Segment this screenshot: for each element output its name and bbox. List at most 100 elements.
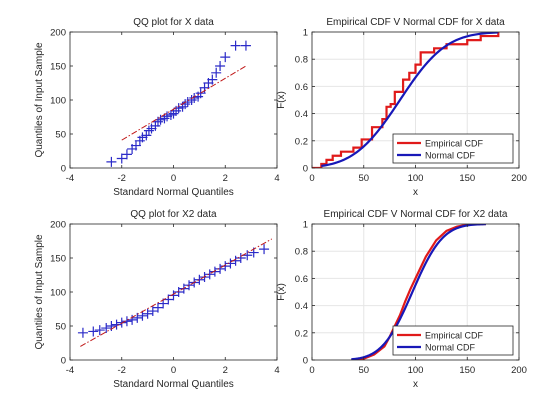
y-tick-label: 150 [50, 62, 66, 73]
data-point-marker [204, 269, 215, 280]
data-point-marker [211, 67, 222, 78]
y-tick-label: 0.2 [295, 136, 308, 147]
chart-title: Empirical CDF V Normal CDF for X data [326, 17, 505, 28]
x-axis-label: x [413, 187, 418, 198]
x-tick-label: 0 [171, 365, 176, 376]
data-point-marker [163, 294, 174, 305]
x-tick-label: 50 [358, 365, 369, 376]
data-point-marker [132, 312, 143, 323]
x-tick-label: -2 [118, 173, 126, 184]
x-tick-label: 0 [309, 173, 314, 184]
legend-label: Empirical CDF [425, 331, 484, 341]
y-tick-label: 1 [303, 28, 308, 39]
cdf-plot-x2: 0 50 100 150 200 0 0.2 0.4 0.6 0.8 1 Empirical CDF … [276, 209, 527, 390]
y-tick-label: 0 [61, 164, 66, 175]
x-tick-label: 0 [171, 173, 176, 184]
data-layer [77, 238, 273, 347]
y-tick-label: 50 [55, 130, 66, 141]
data-point-marker [220, 261, 231, 272]
data-point-marker [111, 319, 122, 330]
y-tick-label: 100 [50, 96, 66, 107]
data-point-marker [101, 323, 112, 334]
data-point-marker [230, 40, 241, 51]
data-point-marker [173, 287, 184, 297]
data-point-marker [141, 130, 152, 141]
reference-line [80, 238, 273, 347]
y-axis-label: F(x) [276, 283, 287, 301]
y-tick-label: 0.6 [295, 274, 308, 285]
chart-title: QQ plot for X2 data [130, 209, 217, 220]
y-tick-label: 200 [50, 28, 66, 39]
legend-label: Empirical CDF [425, 139, 484, 149]
x-axis-label: Standard Normal Quantiles [113, 187, 234, 198]
data-point-marker [152, 302, 163, 313]
y-tick-label: 1 [303, 220, 308, 231]
data-point-marker [235, 253, 246, 263]
data-point-marker [150, 120, 161, 131]
x-tick-label: 100 [408, 173, 424, 184]
x-tick-label: 0 [309, 365, 314, 376]
qq-plot-x2: -4 -2 0 2 4 0 50 100 150 200 QQ plot for X2 data St… [34, 209, 280, 390]
data-point-marker [106, 156, 117, 167]
data-point-marker [184, 280, 195, 291]
data-point-marker [215, 263, 226, 274]
data-point-marker [147, 306, 158, 317]
chart-title: Empirical CDF V Normal CDF for X2 data [324, 209, 508, 220]
qq-plot-x: -4 -2 0 2 4 0 50 100 150 200 QQ plot for X data Sta… [34, 17, 280, 198]
y-tick-label: 50 [55, 322, 66, 333]
chart-title: QQ plot for X data [133, 17, 214, 28]
x-tick-label: 4 [274, 365, 279, 376]
x-tick-label: 200 [511, 365, 527, 376]
y-axis-label: Quantiles of Input Sample [34, 234, 45, 350]
legend: Empirical CDF Normal CDF [392, 325, 514, 356]
data-point-marker [207, 74, 218, 85]
marker-series [77, 244, 270, 338]
data-point-marker [240, 40, 251, 51]
legend-label: Normal CDF [425, 343, 476, 353]
cdf-plot-x: 0 50 100 150 200 0 0.2 0.4 0.6 0.8 1 Empirical CDF … [276, 17, 527, 198]
data-point-marker [121, 149, 132, 160]
x-tick-label: 2 [223, 365, 228, 376]
data-layer [351, 224, 486, 360]
data-point-marker [121, 316, 132, 327]
marker-series [106, 40, 251, 167]
y-axis-label: F(x) [276, 91, 287, 109]
data-point-marker [194, 274, 205, 285]
y-tick-label: 0 [303, 356, 308, 367]
x-tick-label: 2 [223, 173, 228, 184]
x-axis-label: x [413, 379, 418, 390]
data-point-marker [77, 327, 88, 338]
data-point-marker [242, 250, 253, 261]
y-tick-label: 0.8 [295, 55, 308, 66]
x-axis-label: Standard Normal Quantiles [113, 379, 234, 390]
legend: Empirical CDF Normal CDF [392, 133, 514, 164]
data-point-marker [168, 108, 179, 119]
reference-line [121, 65, 247, 141]
y-tick-label: 0.8 [295, 247, 308, 258]
data-point-marker [116, 153, 127, 164]
data-point-marker [220, 52, 231, 63]
x-tick-label: -4 [66, 173, 74, 184]
empirical-cdf-line [351, 224, 486, 360]
data-layer [106, 40, 251, 167]
data-point-marker [225, 258, 236, 269]
x-tick-label: 100 [408, 365, 424, 376]
y-tick-label: 0.2 [295, 328, 308, 339]
y-tick-label: 100 [50, 288, 66, 299]
data-point-marker [168, 290, 179, 301]
x-tick-label: 150 [459, 173, 475, 184]
data-point-marker [165, 109, 176, 120]
data-point-marker [127, 314, 138, 325]
y-tick-label: 0.6 [295, 82, 308, 93]
y-axis-label: Quantiles of Input Sample [34, 42, 45, 158]
x-tick-label: 50 [358, 173, 369, 184]
y-tick-label: 0 [303, 164, 308, 175]
y-tick-label: 0.4 [295, 301, 308, 312]
data-point-marker [195, 88, 206, 99]
x-tick-label: 200 [511, 173, 527, 184]
plot-area [70, 32, 277, 168]
data-point-marker [152, 116, 163, 127]
data-point-marker [143, 125, 154, 136]
y-tick-label: 200 [50, 220, 66, 231]
